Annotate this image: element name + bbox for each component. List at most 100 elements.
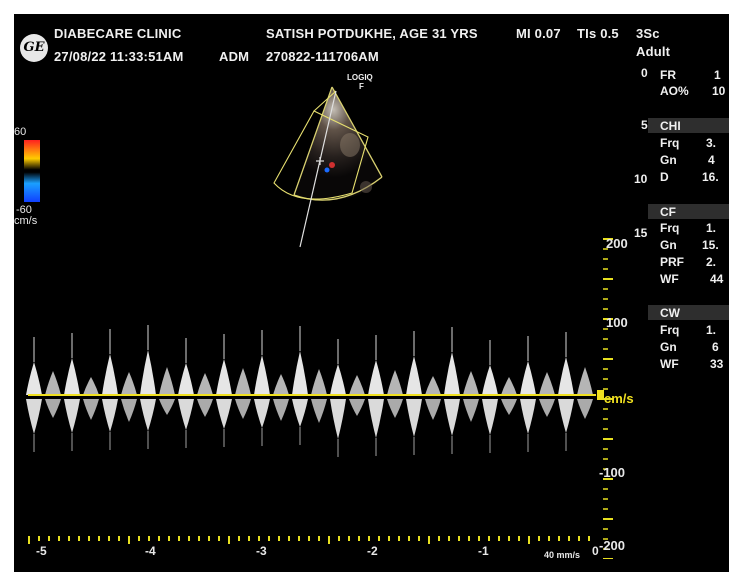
time-tick — [438, 536, 440, 541]
doppler-peak-reverse — [45, 399, 61, 418]
prf-value: 2. — [706, 255, 717, 269]
time-tick — [118, 536, 120, 541]
time-tick — [508, 536, 510, 541]
time-tick — [318, 536, 320, 541]
preset-name: Adult — [636, 44, 671, 59]
doppler-peak-reverse — [197, 399, 213, 417]
time-tick — [88, 536, 90, 541]
doppler-peak-reverse — [444, 399, 460, 436]
velocity-scale-ticks — [603, 238, 613, 559]
doppler-peak-reverse — [26, 399, 42, 434]
time-label-0: 0 — [592, 544, 599, 558]
chi-frq-value: 3. — [706, 136, 717, 150]
time-tick — [108, 536, 110, 541]
time-tick — [28, 536, 30, 544]
logiq-brand-sub: F — [359, 82, 364, 91]
time-tick — [478, 536, 480, 541]
time-label-neg3: -3 — [256, 544, 267, 558]
logiq-brand: LOGIQ — [347, 73, 373, 82]
cw-frq-label: Frq — [660, 323, 680, 337]
cf-frq-value: 1. — [706, 221, 717, 235]
doppler-peak-forward — [330, 364, 346, 395]
doppler-peak-forward — [501, 377, 517, 395]
doppler-peak-reverse — [330, 399, 346, 439]
cw-wf-label: WF — [660, 357, 679, 371]
ao-label: AO% — [660, 84, 689, 98]
time-tick — [148, 536, 150, 541]
time-tick — [308, 536, 310, 541]
color-velocity-bar — [24, 140, 40, 202]
time-tick — [408, 536, 410, 541]
time-tick — [468, 536, 470, 541]
velocity-unit-label: cm/s — [604, 391, 634, 406]
time-tick — [548, 536, 550, 541]
doppler-peak-reverse — [64, 399, 80, 433]
time-tick — [518, 536, 520, 541]
doppler-peak-forward — [159, 367, 175, 395]
doppler-peak-reverse — [558, 399, 574, 433]
chi-section-bar — [648, 118, 729, 133]
doppler-peak-forward — [292, 351, 308, 395]
cf-frq-label: Frq — [660, 221, 680, 235]
time-tick — [248, 536, 250, 541]
cw-gn-label: Gn — [660, 340, 677, 354]
prf-label: PRF — [660, 255, 684, 269]
doppler-peak-reverse — [235, 399, 251, 419]
doppler-baseline — [28, 394, 596, 396]
time-tick — [428, 536, 430, 544]
ultrasound-screen: GE DIABECARE CLINIC SATISH POTDUKHE, AGE… — [14, 14, 729, 572]
time-label-neg2: -2 — [367, 544, 378, 558]
time-tick — [368, 536, 370, 541]
time-tick — [278, 536, 280, 541]
doppler-peak-forward — [216, 359, 232, 395]
doppler-peak-reverse — [368, 399, 384, 438]
operator-id: ADM — [219, 49, 250, 64]
doppler-peak-reverse — [539, 399, 555, 417]
doppler-peak-forward — [273, 374, 289, 395]
time-label-neg5: -5 — [36, 544, 47, 558]
doppler-peak-forward — [178, 363, 194, 395]
time-tick — [578, 536, 580, 541]
exam-id: 270822-111706AM — [266, 49, 379, 64]
doppler-peak-forward — [425, 376, 441, 395]
time-tick — [528, 536, 530, 544]
thermal-index: TIs 0.5 — [577, 26, 619, 41]
cw-gn-value: 6 — [712, 340, 719, 354]
doppler-peak-reverse — [406, 399, 422, 437]
time-tick — [258, 536, 260, 541]
cw-wf-value: 33 — [710, 357, 724, 371]
velocity-label-neg100: -100 — [599, 465, 626, 480]
doppler-peak-reverse — [520, 399, 536, 434]
doppler-peak-reverse — [159, 399, 175, 415]
time-tick — [418, 536, 420, 541]
doppler-peak-forward — [387, 370, 403, 395]
cf-wf-value: 44 — [710, 272, 724, 286]
cardiac-sector-image — [273, 86, 383, 248]
doppler-peak-forward — [311, 369, 327, 395]
time-tick — [338, 536, 340, 541]
chi-frq-label: Frq — [660, 136, 680, 150]
doppler-peak-reverse — [482, 399, 498, 435]
time-label-neg1: -1 — [478, 544, 489, 558]
doppler-peak-reverse — [425, 399, 441, 420]
doppler-peak-forward — [254, 355, 270, 395]
depth-10: 10 — [634, 172, 648, 186]
time-tick — [238, 536, 240, 541]
depth-15: 15 — [634, 226, 648, 240]
doppler-peak-reverse — [387, 399, 403, 418]
doppler-peak-reverse — [254, 399, 270, 428]
time-tick — [378, 536, 380, 541]
time-tick — [168, 536, 170, 541]
time-tick — [588, 536, 590, 541]
cw-label: CW — [660, 306, 680, 320]
time-tick — [208, 536, 210, 541]
doppler-peak-reverse — [83, 399, 99, 420]
exam-datetime: 27/08/22 11:33:51AM — [54, 49, 184, 64]
cw-frq-value: 1. — [706, 323, 717, 337]
time-tick — [158, 536, 160, 541]
doppler-peak-reverse — [577, 399, 593, 419]
doppler-peak-reverse — [140, 399, 156, 431]
time-tick — [98, 536, 100, 541]
doppler-peak-forward — [64, 358, 80, 395]
fr-value: 1 — [714, 68, 721, 82]
